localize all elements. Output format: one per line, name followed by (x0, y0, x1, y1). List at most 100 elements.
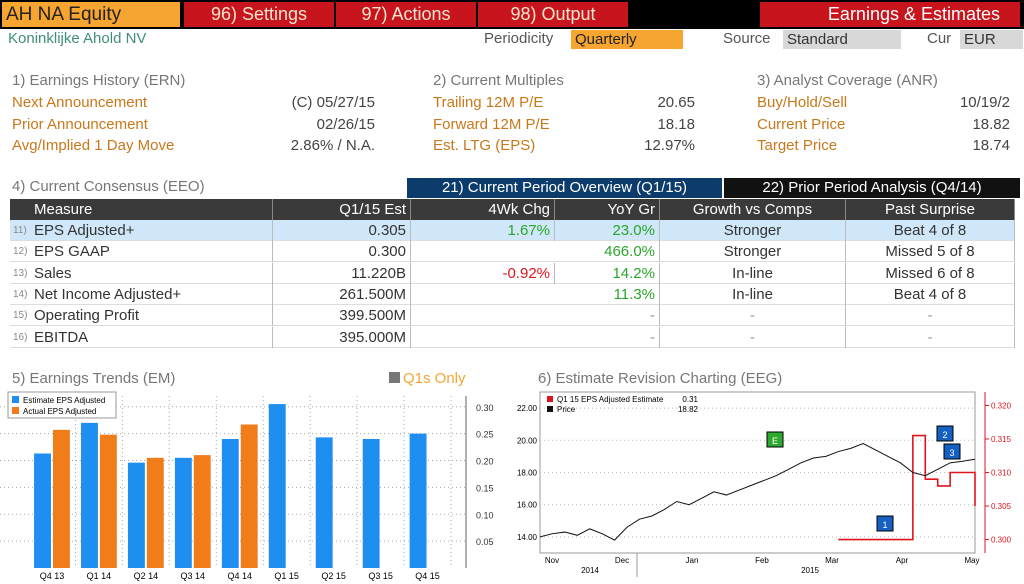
table-cell: Sales (10, 262, 273, 284)
table-cell: EBITDA (10, 326, 273, 348)
source-dropdown[interactable]: Standard (783, 30, 901, 49)
legend-swatch (12, 407, 19, 414)
column-header: Measure (10, 199, 273, 220)
event-label: 1 (882, 520, 887, 530)
earnings-trends-chart: 5) Earnings Trends (EM) Q1s Only 0.05 0.10 0… (0, 370, 494, 581)
menu-button[interactable]: 98) Output (478, 2, 628, 27)
legend-value: 18.82 (678, 405, 699, 414)
periodicity-dropdown[interactable]: Quarterly (571, 30, 683, 49)
bar (81, 422, 98, 568)
row-id: 15) (13, 310, 28, 322)
x-tick-label: May (964, 556, 979, 565)
x-tick-label: Q3 14 (181, 571, 206, 581)
currency-dropdown[interactable]: EUR (960, 30, 1023, 49)
bar (193, 455, 211, 568)
x-tick-label: Feb (755, 556, 769, 565)
table-cell: 0.300 (273, 241, 411, 263)
event-marker[interactable] (876, 515, 894, 532)
column-header: YoY Gr (555, 199, 660, 220)
function-title: Earnings & Estimates (760, 2, 1020, 27)
section-title: 1) Earnings History (ERN) (12, 72, 186, 89)
checkbox[interactable] (389, 372, 400, 383)
legend-label: Actual EPS Adjusted (23, 407, 96, 416)
table-cell: Missed 6 of 8 (846, 262, 1015, 284)
y2-tick-label: 0.305 (991, 502, 1012, 511)
section-title: 3) Analyst Coverage (ANR) (757, 72, 938, 89)
table-cell: Stronger (660, 241, 846, 263)
table-cell: Stronger (660, 220, 846, 241)
source-label: Source (723, 30, 771, 47)
y-tick-label: 0.15 (476, 483, 494, 493)
y-tick-label: 0.10 (476, 510, 494, 520)
table-cell: 395.000M (273, 326, 411, 348)
legend-value: 0.31 (682, 395, 698, 404)
bar (146, 457, 164, 568)
y-tick-label: 22.00 (517, 404, 538, 413)
x-tick-label: Nov (545, 556, 559, 565)
menu-button[interactable]: 96) Settings (184, 2, 334, 27)
series-line (539, 442, 976, 541)
x-tick-label: Mar (825, 556, 839, 565)
column-header: Q1/15 Est (273, 199, 411, 220)
table-cell: 466.0% (555, 241, 660, 263)
table-cell: EPS Adjusted+ (10, 220, 273, 241)
x-tick-label: Q1 14 (87, 571, 112, 581)
legend-swatch (12, 396, 19, 403)
table-cell: 261.500M (273, 283, 411, 305)
field-label: Est. LTG (EPS) (433, 137, 536, 154)
legend-swatch (547, 406, 553, 412)
table-cell: - (846, 326, 1015, 348)
field-value: 18.74 (972, 137, 1010, 154)
menu-button[interactable]: 97) Actions (336, 2, 476, 27)
event-marker[interactable] (943, 443, 961, 460)
event-marker[interactable] (936, 425, 954, 442)
field-label: Target Price (757, 137, 838, 154)
bar (34, 453, 51, 568)
x-tick-label: Jan (686, 556, 699, 565)
legend-swatch (547, 396, 553, 402)
bar (268, 404, 286, 568)
legend (7, 391, 117, 419)
x-tick-label: Dec (615, 556, 629, 565)
section-title: 4) Current Consensus (EEO) (12, 178, 205, 195)
field-value: 02/26/15 (316, 115, 375, 133)
field-label: Buy/Hold/Sell (757, 94, 848, 111)
series-line (838, 434, 976, 541)
section-title: 2) Current Multiples (433, 72, 564, 89)
y-tick-label: 0.20 (476, 457, 494, 467)
chart-title: 6) Estimate Revision Charting (EEG) (538, 370, 782, 387)
field-label: Next Announcement (12, 94, 148, 111)
table-cell: 11.3% (555, 283, 660, 305)
row-id: 16) (13, 331, 28, 343)
tab[interactable]: 22) Prior Period Analysis (Q4/14) (724, 178, 1020, 198)
table-cell: - (660, 305, 846, 327)
table-cell: - (846, 305, 1015, 327)
bar (127, 462, 145, 568)
field-value: (C) 05/27/15 (291, 94, 375, 111)
field-label: Trailing 12M P/E (433, 94, 544, 111)
estimate-revision-chart: 6) Estimate Revision Charting (EEG) 14.00… (517, 370, 1012, 577)
event-marker[interactable] (766, 431, 784, 448)
ticker[interactable]: AH NA Equity (2, 2, 180, 27)
table-cell: - (660, 326, 846, 348)
field-label: Current Price (757, 115, 846, 133)
periodicity-label: Periodicity (484, 30, 554, 47)
plot-frame (539, 391, 976, 554)
event-label: E (772, 436, 778, 446)
row-id: 11) (13, 225, 27, 236)
x-tick-label: Q1 15 (274, 571, 299, 581)
legend-label: Price (557, 405, 576, 414)
table-cell: In-line (660, 262, 846, 284)
field-value: 18.82 (972, 115, 1010, 133)
bar (362, 439, 380, 568)
y-tick-label: 18.00 (517, 469, 538, 478)
y-tick-label: 14.00 (517, 533, 538, 542)
tab[interactable]: 21) Current Period Overview (Q1/15) (407, 178, 722, 198)
bar (99, 434, 117, 568)
table-cell: Operating Profit (10, 305, 273, 327)
x-year-label: 2015 (801, 566, 819, 575)
table-cell: 399.500M (273, 305, 411, 327)
bar (315, 437, 333, 568)
table-cell: 0.305 (273, 220, 411, 241)
